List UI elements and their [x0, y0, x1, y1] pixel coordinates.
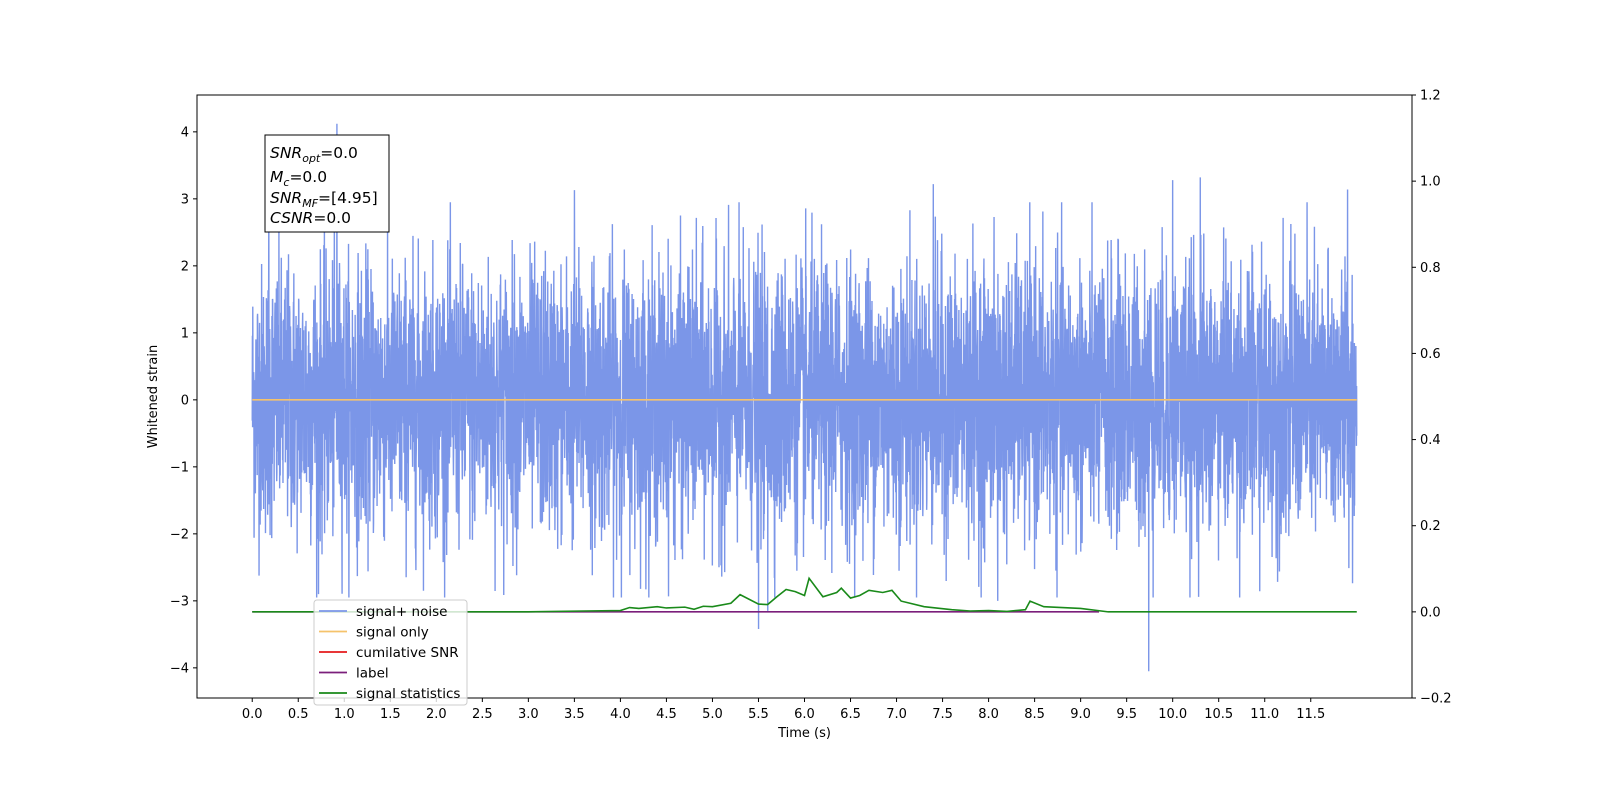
annotation-subscript: opt — [302, 152, 321, 165]
annotation-value: =0.0 — [313, 209, 351, 227]
x-tick-label: 7.5 — [932, 707, 953, 722]
annotation-subscript: c — [283, 176, 289, 189]
x-tick-label: 3.0 — [518, 707, 539, 722]
x-tick-label: 2.5 — [472, 707, 493, 722]
x-tick-label: 7.0 — [886, 707, 907, 722]
x-tick-label: 11.0 — [1250, 707, 1279, 722]
x-tick-label: 1.5 — [380, 707, 401, 722]
x-tick-label: 5.5 — [748, 707, 769, 722]
right-tick-label: 1.0 — [1420, 175, 1441, 190]
right-tick-label: 0.6 — [1420, 347, 1441, 362]
x-tick-label: 0.0 — [242, 707, 263, 722]
x-tick-label: 4.0 — [610, 707, 631, 722]
left-tick-label: −4 — [170, 661, 189, 676]
legend-entry: signal+ noise — [356, 604, 447, 620]
annotation-frame — [264, 134, 390, 233]
x-tick-label: 11.5 — [1296, 707, 1325, 722]
annotation-value: =0.0 — [289, 168, 327, 186]
x-axis-label: Time (s) — [777, 726, 831, 741]
annotation-subscript: MF — [302, 197, 318, 210]
left-axis: 4 3 2 1 0 −1 −2 −3 −4 — [170, 125, 197, 676]
left-tick-label: 4 — [181, 125, 189, 140]
x-tick-label: 8.0 — [978, 707, 999, 722]
series-signal-noise-line — [251, 123, 1358, 672]
x-tick-label: 6.0 — [794, 707, 815, 722]
right-axis: 1.2 1.0 0.8 0.6 0.4 0.2 0.0 −0.2 — [1412, 89, 1452, 707]
right-tick-label: 0.4 — [1420, 433, 1441, 448]
series-signal-statistics-line — [252, 576, 1357, 613]
x-tick-label: 3.5 — [564, 707, 585, 722]
annotation-value: =0.0 — [320, 144, 358, 162]
x-tick-label: 8.5 — [1024, 707, 1045, 722]
right-tick-label: 0.0 — [1420, 605, 1441, 620]
left-tick-label: −3 — [170, 594, 189, 609]
annotation-name: SNR — [270, 144, 302, 162]
legend-entry: label — [356, 666, 389, 682]
x-tick-label: 6.5 — [840, 707, 861, 722]
left-tick-label: −2 — [170, 527, 189, 542]
legend: signal+ noise signal only cumilative SNR la… — [313, 599, 468, 706]
x-tick-label: 5.0 — [702, 707, 723, 722]
annotation-line: CSNR=0.0 — [270, 209, 351, 227]
legend-entry: signal only — [356, 625, 429, 641]
right-tick-label: −0.2 — [1420, 692, 1452, 707]
x-tick-label: 9.5 — [1116, 707, 1137, 722]
legend-entry: cumilative SNR — [356, 645, 459, 661]
left-tick-label: 2 — [181, 259, 189, 274]
annotation-line: SNRMF=[4.95] — [270, 189, 378, 210]
left-tick-label: 1 — [181, 326, 189, 341]
annotation-line: SNRopt=0.0 — [270, 144, 358, 165]
annotation-line: Mc=0.0 — [270, 168, 327, 189]
y-axis-label: Whitened strain — [146, 345, 161, 448]
right-tick-label: 0.8 — [1420, 261, 1441, 276]
annotation-name: M — [270, 168, 283, 186]
annotation-value: =[4.95] — [318, 189, 378, 207]
x-tick-label: 10.0 — [1158, 707, 1187, 722]
x-axis: 0.0 0.5 1.0 1.5 2.0 2.5 3.0 3.5 4.0 4.5 5.0 5.5 6.0 6… — [242, 698, 1325, 722]
x-tick-label: 4.5 — [656, 707, 677, 722]
right-tick-label: 1.2 — [1420, 89, 1441, 104]
left-tick-label: 0 — [181, 393, 189, 408]
x-tick-label: 2.0 — [426, 707, 447, 722]
legend-entry: signal statistics — [356, 686, 460, 702]
left-tick-label: −1 — [170, 460, 189, 475]
x-tick-label: 1.0 — [334, 707, 355, 722]
annotation-name: CSNR — [270, 209, 313, 227]
legend-frame — [313, 599, 468, 706]
x-tick-label: 9.0 — [1070, 707, 1091, 722]
annotation-name: SNR — [270, 189, 302, 207]
x-tick-label: 0.5 — [288, 707, 309, 722]
x-tick-label: 10.5 — [1204, 707, 1233, 722]
plot-area — [251, 123, 1358, 672]
left-tick-label: 3 — [181, 192, 189, 207]
right-tick-label: 0.2 — [1420, 519, 1441, 534]
